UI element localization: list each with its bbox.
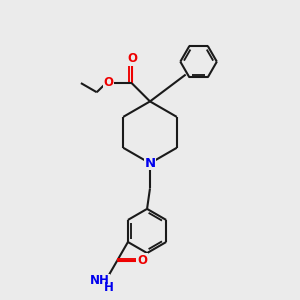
Text: N: N	[144, 157, 156, 170]
Text: O: O	[137, 254, 147, 267]
Text: O: O	[127, 52, 137, 65]
Text: H: H	[104, 280, 114, 294]
Text: O: O	[103, 76, 113, 89]
Text: NH: NH	[90, 274, 110, 287]
